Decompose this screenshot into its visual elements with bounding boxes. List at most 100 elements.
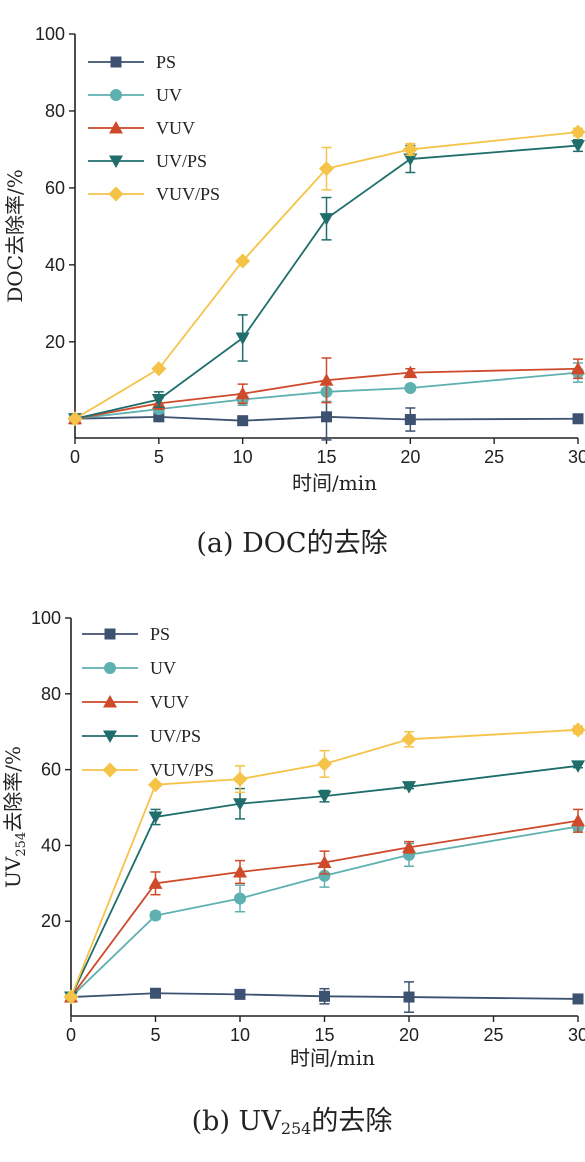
y-tick-label: 20 (41, 911, 61, 931)
y-axis-title: UV254去除率/% (1, 746, 29, 888)
series-vuv-ps (67, 124, 585, 427)
data-point (571, 813, 585, 827)
series-ps (65, 981, 584, 1013)
legend-marker (104, 662, 116, 674)
x-axis-title: 时间/min (290, 1046, 375, 1070)
legend-item: VUV/PS (82, 760, 214, 780)
data-point (237, 415, 249, 427)
x-tick-label: 30 (568, 1025, 585, 1045)
data-point (150, 987, 161, 999)
legend-label: VUV/PS (156, 184, 220, 204)
series-line (74, 371, 579, 420)
data-point (403, 153, 418, 167)
series-line (70, 992, 579, 1000)
data-point (232, 771, 248, 787)
figure-caption: (a) DOC的去除 (196, 528, 387, 559)
series-line (74, 144, 579, 420)
legend-item: UV (82, 658, 176, 678)
data-point (319, 990, 330, 1002)
y-tick-label: 80 (45, 101, 65, 121)
chart-panel-a: 20 40 60 80 100 0 5 10 15 20 25 30 时间/min DOC去除率/% PS U… (3, 24, 585, 559)
x-tick-label: 20 (399, 1025, 419, 1045)
series-line (74, 415, 579, 422)
data-point (153, 411, 165, 423)
series-line (74, 131, 579, 420)
data-point (571, 361, 585, 375)
data-point (149, 909, 162, 922)
figure-caption: (b) UV254的去除 (192, 1106, 393, 1138)
legend-item: VUV (88, 118, 195, 138)
legend-marker (110, 56, 122, 68)
data-point (572, 993, 584, 1005)
x-tick-label: 10 (233, 447, 253, 467)
legend-label: UV (156, 85, 182, 105)
data-point (319, 161, 334, 177)
y-tick-label: 40 (45, 255, 65, 275)
data-point (319, 373, 334, 386)
data-point (63, 989, 79, 1005)
legend-item: VUV/PS (88, 184, 220, 204)
legend-marker (110, 89, 122, 101)
series-line (74, 367, 579, 420)
x-tick-label: 5 (154, 447, 164, 467)
legend-item: PS (82, 624, 170, 644)
legend-label: VUV/PS (150, 760, 214, 780)
y-axis-title: DOC去除率/% (3, 169, 27, 302)
legend-marker (108, 186, 124, 202)
y-tick-label: 80 (41, 684, 61, 704)
data-point (402, 840, 416, 853)
legend-item: UV/PS (82, 726, 201, 746)
data-point (235, 332, 250, 345)
legend-marker (103, 695, 117, 708)
data-point (402, 781, 416, 794)
y-tick-label: 20 (45, 332, 65, 352)
data-point (401, 731, 417, 747)
data-point (317, 790, 332, 804)
legend-label: UV/PS (150, 726, 201, 746)
data-point (151, 394, 166, 407)
y-tick-label: 100 (31, 608, 61, 628)
x-tick-label: 25 (483, 1025, 503, 1045)
data-point (572, 413, 584, 425)
data-point (67, 411, 83, 427)
x-tick-label: 15 (314, 1025, 334, 1045)
data-point (317, 855, 332, 868)
chart-panel-b: 20 40 60 80 100 0 5 10 15 20 25 30 时间/min UV254去除率/% P… (1, 608, 585, 1138)
legend: PS UV VUV UV/PS VUV/PS (88, 52, 220, 204)
y-tick-label: 60 (41, 760, 61, 780)
data-point (404, 381, 417, 394)
x-tick-label: 5 (150, 1025, 160, 1045)
data-point (148, 876, 163, 889)
data-point (235, 386, 250, 400)
data-point (234, 988, 246, 1000)
series-line (70, 825, 579, 998)
x-tick-label: 25 (484, 447, 504, 467)
legend-item: VUV (82, 692, 189, 712)
y-tick-label: 60 (45, 178, 65, 198)
data-point (403, 365, 418, 379)
data-point (403, 991, 415, 1003)
legend-label: PS (156, 52, 176, 72)
data-point (151, 361, 167, 377)
data-point (404, 414, 416, 426)
legend-item: PS (88, 52, 176, 72)
legend-label: VUV (156, 118, 195, 138)
x-axis-title: 时间/min (292, 471, 377, 495)
legend-item: UV (88, 85, 182, 105)
series-vuv-ps (63, 722, 585, 1005)
data-point (148, 777, 163, 793)
data-point (234, 892, 246, 905)
data-point (233, 864, 247, 878)
data-point (571, 140, 585, 153)
legend-label: PS (150, 624, 170, 644)
x-tick-label: 10 (230, 1025, 250, 1045)
x-tick-label: 0 (70, 447, 80, 467)
x-tick-label: 20 (400, 447, 420, 467)
data-point (570, 722, 585, 738)
series-vuv (64, 808, 585, 1003)
x-tick-label: 15 (316, 447, 336, 467)
data-point (319, 213, 334, 226)
series-line (70, 819, 579, 998)
legend-marker (109, 121, 123, 134)
data-point (571, 760, 585, 773)
